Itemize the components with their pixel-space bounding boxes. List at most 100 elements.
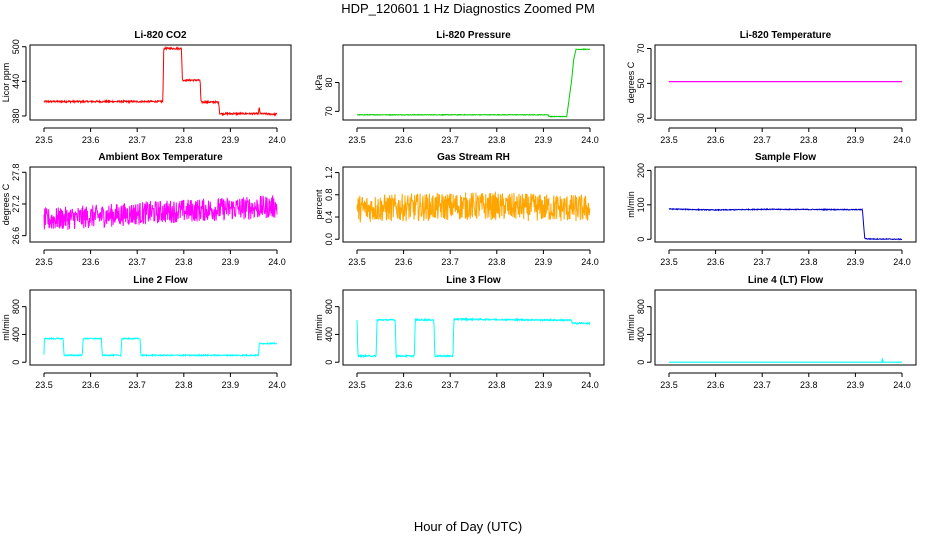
x-tick-label: 23.6 xyxy=(707,135,725,145)
x-tick-label: 23.9 xyxy=(535,135,553,145)
panel-title-co2: Li-820 CO2 xyxy=(134,30,187,41)
y-tick-label: 0 xyxy=(11,360,21,365)
panel-co2: Li-820 CO2 23.5 23.6 23.7 23.8 23.9 24.0 380 440… xyxy=(1,30,292,145)
x-tick-label: 23.9 xyxy=(847,257,865,267)
y-tick-label: 200 xyxy=(636,163,646,178)
plot-frame-line2 xyxy=(29,289,292,366)
x-tick-label: 23.5 xyxy=(35,380,53,390)
x-tick-label: 23.7 xyxy=(128,257,146,267)
x-tick-label: 23.7 xyxy=(753,257,771,267)
y-tick-label: 800 xyxy=(11,299,21,314)
series-line-rh-0 xyxy=(356,191,591,223)
panel-title-sample_flow: Sample Flow xyxy=(755,152,816,163)
x-tick-label: 23.9 xyxy=(847,380,865,390)
y-tick-label: 400 xyxy=(636,327,646,342)
x-tick-label: 24.0 xyxy=(893,380,911,390)
series-line-line2-0 xyxy=(43,336,278,358)
panel-pressure: Li-820 Pressure 23.5 23.6 23.7 23.8 23.9 24.0 7… xyxy=(314,30,605,145)
x-tick-label: 23.5 xyxy=(660,135,678,145)
panels: Li-820 CO2 23.5 23.6 23.7 23.8 23.9 24.0 380 440… xyxy=(1,30,917,390)
panel-title-line2: Line 2 Flow xyxy=(133,275,188,286)
x-tick-label: 23.7 xyxy=(441,257,459,267)
panel-sample_flow: Sample Flow 23.5 23.6 23.7 23.8 23.9 24.0 0 100 2… xyxy=(626,152,917,267)
y-tick-label: 1.2 xyxy=(324,166,334,179)
x-tick-label: 23.7 xyxy=(753,135,771,145)
series-line-co2-0 xyxy=(43,45,278,117)
y-tick-label: 0 xyxy=(324,360,334,365)
x-tick-label: 23.5 xyxy=(660,257,678,267)
panel-title-line4: Line 4 (LT) Flow xyxy=(748,275,824,286)
x-tick-label: 23.7 xyxy=(441,135,459,145)
x-tick-label: 23.8 xyxy=(175,135,193,145)
x-tick-label: 23.6 xyxy=(82,257,100,267)
figure-title: HDP_120601 1 Hz Diagnostics Zoomed PM xyxy=(341,1,595,16)
y-tick-label: 800 xyxy=(636,299,646,314)
panel-line4: Line 4 (LT) Flow 23.5 23.6 23.7 23.8 23.9 24.0… xyxy=(626,275,917,390)
x-tick-label: 23.9 xyxy=(535,257,553,267)
y-tick-label: 0.0 xyxy=(324,233,334,246)
plot-frame-ambient xyxy=(29,166,292,243)
x-tick-label: 24.0 xyxy=(268,257,286,267)
x-tick-label: 23.6 xyxy=(395,135,413,145)
y-tick-label: 380 xyxy=(11,108,21,123)
x-tick-label: 23.8 xyxy=(488,257,506,267)
x-tick-label: 23.7 xyxy=(753,380,771,390)
x-tick-label: 24.0 xyxy=(581,135,599,145)
y-tick-label: 27.8 xyxy=(11,164,21,182)
y-tick-label: 400 xyxy=(11,327,21,342)
y-label-co2: Licor ppm xyxy=(1,63,11,103)
x-tick-label: 23.9 xyxy=(222,257,240,267)
x-tick-label: 23.6 xyxy=(395,257,413,267)
x-tick-label: 23.9 xyxy=(847,135,865,145)
y-tick-label: 800 xyxy=(324,299,334,314)
x-tick-label: 23.5 xyxy=(348,135,366,145)
plot-frame-line3 xyxy=(342,289,605,366)
y-label-ambient: degrees C xyxy=(1,183,11,225)
x-tick-label: 23.5 xyxy=(35,135,53,145)
y-tick-label: 70 xyxy=(324,106,334,116)
y-label-sample_flow: ml/min xyxy=(626,191,636,218)
plot-frame-rh xyxy=(342,166,605,243)
x-tick-label: 23.9 xyxy=(222,135,240,145)
panel-title-line3: Line 3 Flow xyxy=(446,275,501,286)
panel-temperature: Li-820 Temperature 23.5 23.6 23.7 23.8 23.9 24… xyxy=(626,30,917,145)
y-tick-label: 0 xyxy=(636,360,646,365)
panel-line2: Line 2 Flow 23.5 23.6 23.7 23.8 23.9 24.0 0 400 8… xyxy=(1,275,292,390)
series-line-line4-0 xyxy=(669,357,902,363)
y-tick-label: 50 xyxy=(636,78,646,88)
x-tick-label: 23.7 xyxy=(441,380,459,390)
panel-line3: Line 3 Flow 23.5 23.6 23.7 23.8 23.9 24.0 0 400 8… xyxy=(314,275,605,390)
x-tick-label: 23.6 xyxy=(707,257,725,267)
panel-title-rh: Gas Stream RH xyxy=(437,152,510,163)
y-label-line4: ml/min xyxy=(626,314,636,341)
y-label-line2: ml/min xyxy=(1,314,11,341)
y-tick-label: 30 xyxy=(636,113,646,123)
y-tick-label: 0.4 xyxy=(324,211,334,224)
plot-frame-line4 xyxy=(654,289,917,366)
panel-title-ambient: Ambient Box Temperature xyxy=(98,152,223,163)
panel-ambient: Ambient Box Temperature 23.5 23.6 23.7 23.8 2… xyxy=(1,152,292,267)
x-tick-label: 23.9 xyxy=(535,380,553,390)
x-tick-label: 24.0 xyxy=(581,257,599,267)
panel-rh: Gas Stream RH 23.5 23.6 23.7 23.8 23.9 24.0 0.0… xyxy=(314,152,605,267)
y-tick-label: 500 xyxy=(11,39,21,54)
y-label-pressure: kPa xyxy=(314,75,324,91)
x-tick-label: 24.0 xyxy=(893,257,911,267)
x-tick-label: 23.8 xyxy=(800,380,818,390)
plot-frame-pressure xyxy=(342,44,605,121)
x-tick-label: 23.7 xyxy=(128,380,146,390)
plot-frame-co2 xyxy=(29,44,292,121)
x-tick-label: 23.5 xyxy=(348,380,366,390)
x-tick-label: 23.8 xyxy=(800,257,818,267)
x-tick-label: 23.6 xyxy=(395,380,413,390)
x-tick-label: 23.6 xyxy=(707,380,725,390)
y-tick-label: 440 xyxy=(11,74,21,89)
x-tick-label: 23.6 xyxy=(82,380,100,390)
x-tick-label: 23.5 xyxy=(348,257,366,267)
y-tick-label: 70 xyxy=(636,43,646,53)
x-tick-label: 23.8 xyxy=(175,380,193,390)
series-line-pressure-0 xyxy=(357,48,590,118)
y-tick-label: 0.8 xyxy=(324,189,334,202)
x-tick-label: 23.8 xyxy=(800,135,818,145)
